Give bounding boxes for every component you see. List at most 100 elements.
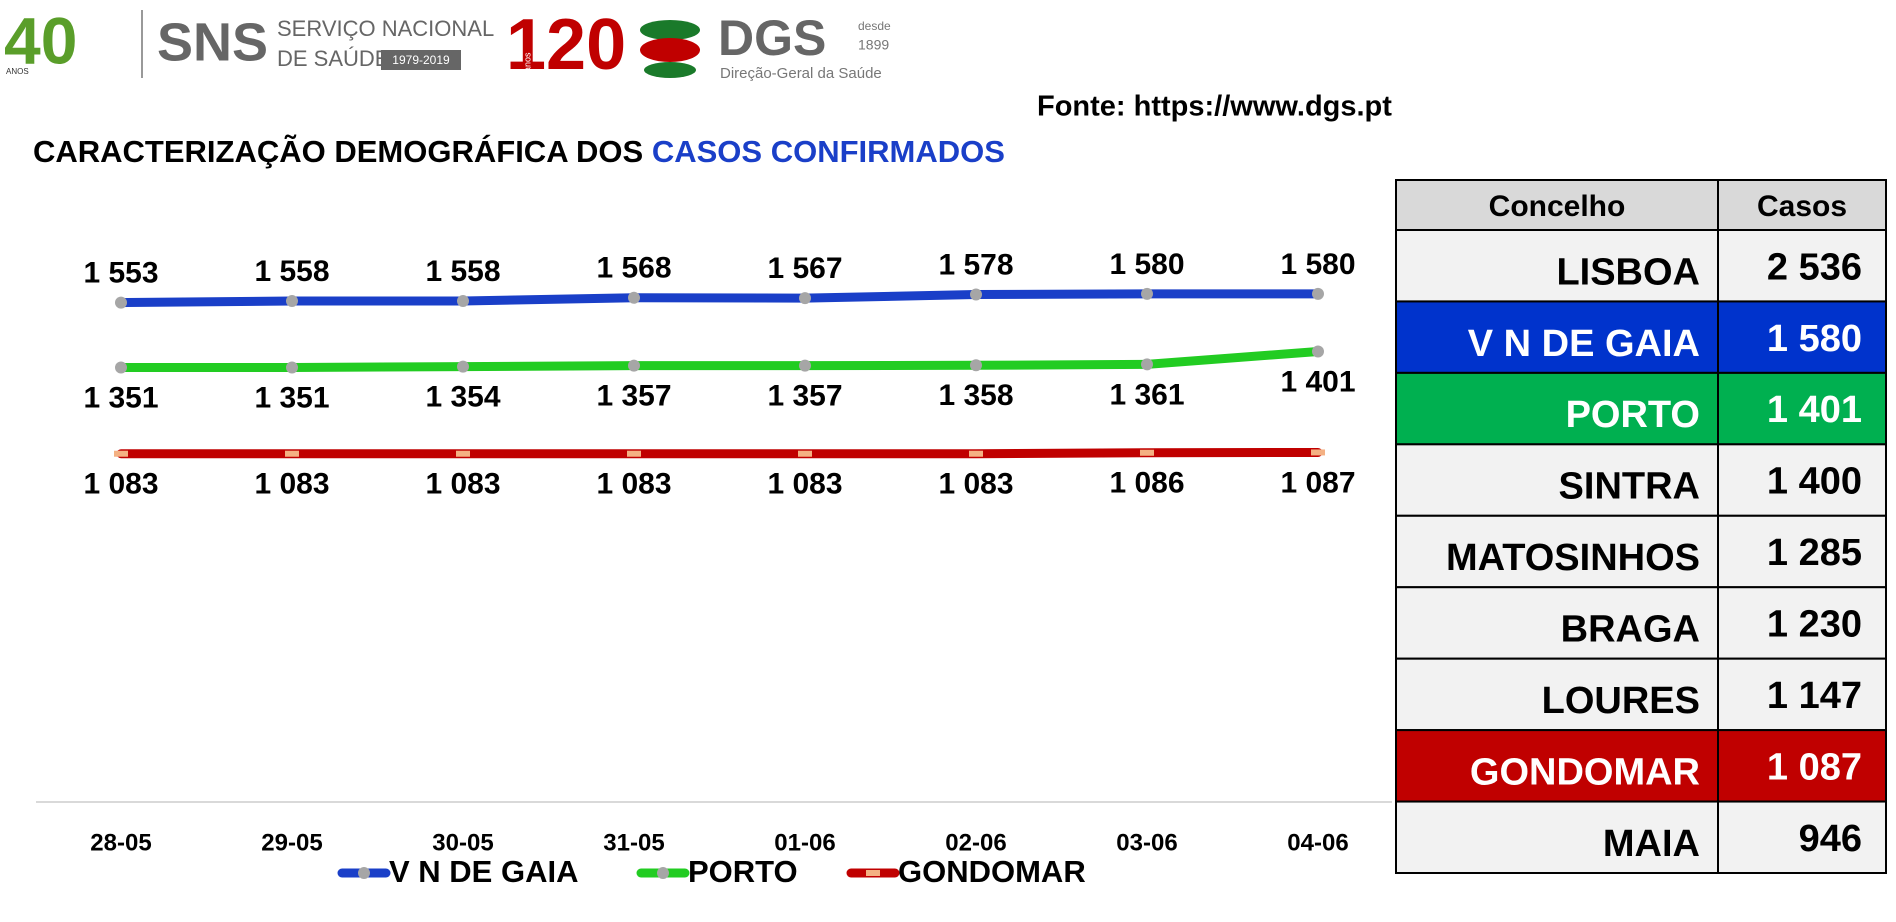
point — [358, 867, 370, 879]
series-line — [116, 346, 1323, 373]
point — [285, 450, 299, 457]
dgs-years-unit: anos — [522, 52, 532, 72]
table-row — [1395, 800, 1887, 874]
dgs-year: 1899 — [858, 37, 889, 53]
casos-cell: 1 285 — [1767, 532, 1862, 574]
concelho-cell: LOURES — [1542, 680, 1700, 722]
x-tick-label: 30-05 — [432, 829, 493, 856]
point — [114, 450, 128, 457]
legend-label: V N DE GAIA — [389, 854, 578, 889]
data-label: 1 578 — [938, 248, 1013, 281]
concelho-cell: BRAGA — [1561, 609, 1700, 651]
sns-logo: 40 ANOS SNS SERVIÇO NACIONAL DE SAÚDE 19… — [4, 3, 494, 78]
legend-label: PORTO — [688, 854, 798, 889]
data-label: 1 580 — [1280, 248, 1355, 281]
concelho-cell: SINTRA — [1559, 466, 1700, 508]
data-label: 1 083 — [83, 468, 158, 501]
data-label: 1 083 — [596, 468, 671, 501]
table-row — [1395, 729, 1887, 803]
data-label: 1 351 — [254, 381, 329, 414]
data-label: 1 086 — [1109, 467, 1184, 500]
point — [1141, 287, 1153, 300]
concelho-cell: V N DE GAIA — [1468, 323, 1700, 365]
data-label: 1 083 — [425, 468, 500, 501]
point — [799, 292, 811, 305]
dgs-years: 120 — [506, 5, 626, 85]
concelho-cell: MATOSINHOS — [1446, 537, 1700, 579]
x-tick-label: 28-05 — [90, 829, 151, 856]
dgs-since: desde — [858, 19, 891, 33]
data-label: 1 351 — [83, 381, 158, 414]
data-label: 1 083 — [767, 468, 842, 501]
sns-line2: DE SAÚDE — [277, 46, 389, 71]
series-line — [116, 447, 1323, 459]
series-line — [116, 289, 1323, 308]
x-tick-label: 29-05 — [261, 829, 322, 856]
point — [286, 294, 298, 307]
data-label: 1 568 — [596, 252, 671, 285]
x-tick-label: 04-06 — [1287, 829, 1348, 856]
source: Fonte: https://www.dgs.pt — [1037, 91, 1392, 123]
point — [457, 294, 469, 307]
table-row — [1395, 514, 1887, 589]
casos-cell: 1 147 — [1767, 675, 1862, 717]
data-label: 1 357 — [596, 380, 671, 413]
point — [799, 359, 811, 372]
point — [798, 450, 812, 457]
sns-years: 40 — [4, 3, 77, 77]
concelho-cell: PORTO — [1566, 394, 1700, 436]
header-cell: Casos — [1757, 190, 1847, 223]
casos-cell: 1 580 — [1767, 318, 1862, 360]
data-label: 1 087 — [1280, 466, 1355, 499]
table: Concelho Casos LISBOA 2 536 V N DE GAIA 1 580… — [1395, 179, 1887, 874]
point — [457, 360, 469, 373]
data-label: 1 357 — [767, 380, 842, 413]
data-label: 1 354 — [425, 381, 500, 414]
title-highlight: CASOS CONFIRMADOS — [652, 134, 1005, 169]
x-tick-label: 31-05 — [603, 829, 664, 856]
casos-cell: 1 230 — [1767, 604, 1862, 646]
concelho-cell: GONDOMAR — [1470, 751, 1700, 793]
sns-line1: SERVIÇO NACIONAL — [277, 16, 494, 41]
point — [970, 359, 982, 372]
data-label: 1 083 — [254, 468, 329, 501]
point — [970, 288, 982, 301]
header-cell: Concelho — [1489, 190, 1626, 223]
legend: V N DE GAIA PORTO GONDOMAR — [337, 854, 1086, 889]
data-label: 1 567 — [767, 252, 842, 285]
data-label: 1 083 — [938, 468, 1013, 501]
data-label: 1 358 — [938, 379, 1013, 412]
casos-cell: 2 536 — [1767, 246, 1862, 288]
concelho-cell: LISBOA — [1556, 251, 1700, 293]
data-label: 1 558 — [254, 255, 329, 288]
point — [628, 359, 640, 372]
legend-label: GONDOMAR — [898, 854, 1086, 889]
data-label: 1 580 — [1109, 248, 1184, 281]
point — [627, 450, 641, 457]
sns-period: 1979-2019 — [392, 53, 450, 67]
chart-title: CARACTERIZAÇÃO DEMOGRÁFICA DOS CASOS CON… — [33, 134, 1005, 169]
x-tick-label: 01-06 — [774, 829, 835, 856]
data-label: 1 558 — [425, 255, 500, 288]
point — [1140, 449, 1154, 456]
table-row — [1395, 229, 1887, 303]
data-label: 1 361 — [1109, 378, 1184, 411]
dgs-name: DGS — [718, 10, 826, 66]
table-row — [1395, 371, 1887, 446]
point — [628, 291, 640, 304]
dgs-logo: 120 anos DGS desde 1899 Direção-Geral da… — [506, 5, 891, 85]
plot: 28-05 29-05 30-05 31-05 01-06 02-06 03-06 04-06… — [83, 248, 1355, 857]
casos-cell: 946 — [1799, 818, 1862, 860]
casos-cell: 1 087 — [1767, 746, 1862, 788]
point — [1312, 287, 1324, 300]
sns-name: SNS — [157, 12, 268, 72]
point — [115, 361, 127, 374]
point — [115, 296, 127, 309]
point — [1311, 449, 1325, 456]
point — [456, 450, 470, 457]
casos-cell: 1 401 — [1767, 389, 1862, 431]
data-label: 1 401 — [1280, 365, 1355, 398]
point — [657, 867, 669, 879]
sns-years-unit: ANOS — [6, 67, 29, 76]
